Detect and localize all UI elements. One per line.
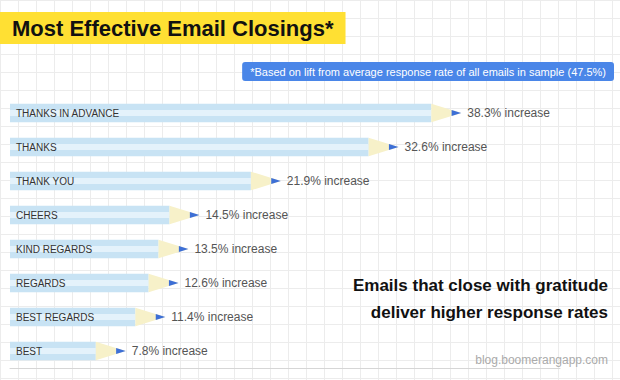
- svg-text:12.6% increase: 12.6% increase: [185, 276, 268, 290]
- svg-text:BEST: BEST: [16, 346, 42, 357]
- svg-text:Most Effective Email Closings*: Most Effective Email Closings*: [12, 16, 334, 41]
- svg-text:BEST REGARDS: BEST REGARDS: [16, 312, 94, 323]
- svg-text:THANK YOU: THANK YOU: [16, 176, 74, 187]
- svg-text:14.5% increase: 14.5% increase: [205, 208, 288, 222]
- svg-text:KIND REGARDS: KIND REGARDS: [16, 244, 92, 255]
- svg-text:21.9% increase: 21.9% increase: [287, 174, 370, 188]
- svg-text:blog.boomerangapp.com: blog.boomerangapp.com: [475, 353, 608, 367]
- svg-text:*Based on lift from average re: *Based on lift from average response rat…: [250, 66, 606, 78]
- svg-text:13.5% increase: 13.5% increase: [194, 242, 277, 256]
- svg-text:REGARDS: REGARDS: [16, 278, 66, 289]
- svg-text:32.6% increase: 32.6% increase: [405, 140, 488, 154]
- svg-text:7.8% increase: 7.8% increase: [132, 344, 208, 358]
- svg-text:deliver higher response rates: deliver higher response rates: [371, 303, 608, 322]
- svg-text:CHEERS: CHEERS: [16, 210, 58, 221]
- svg-text:Emails that close with gratitu: Emails that close with gratitude: [353, 276, 608, 295]
- svg-text:THANKS IN ADVANCE: THANKS IN ADVANCE: [16, 108, 119, 119]
- svg-text:THANKS: THANKS: [16, 142, 57, 153]
- svg-text:38.3% increase: 38.3% increase: [467, 106, 550, 120]
- svg-text:11.4% increase: 11.4% increase: [171, 310, 253, 324]
